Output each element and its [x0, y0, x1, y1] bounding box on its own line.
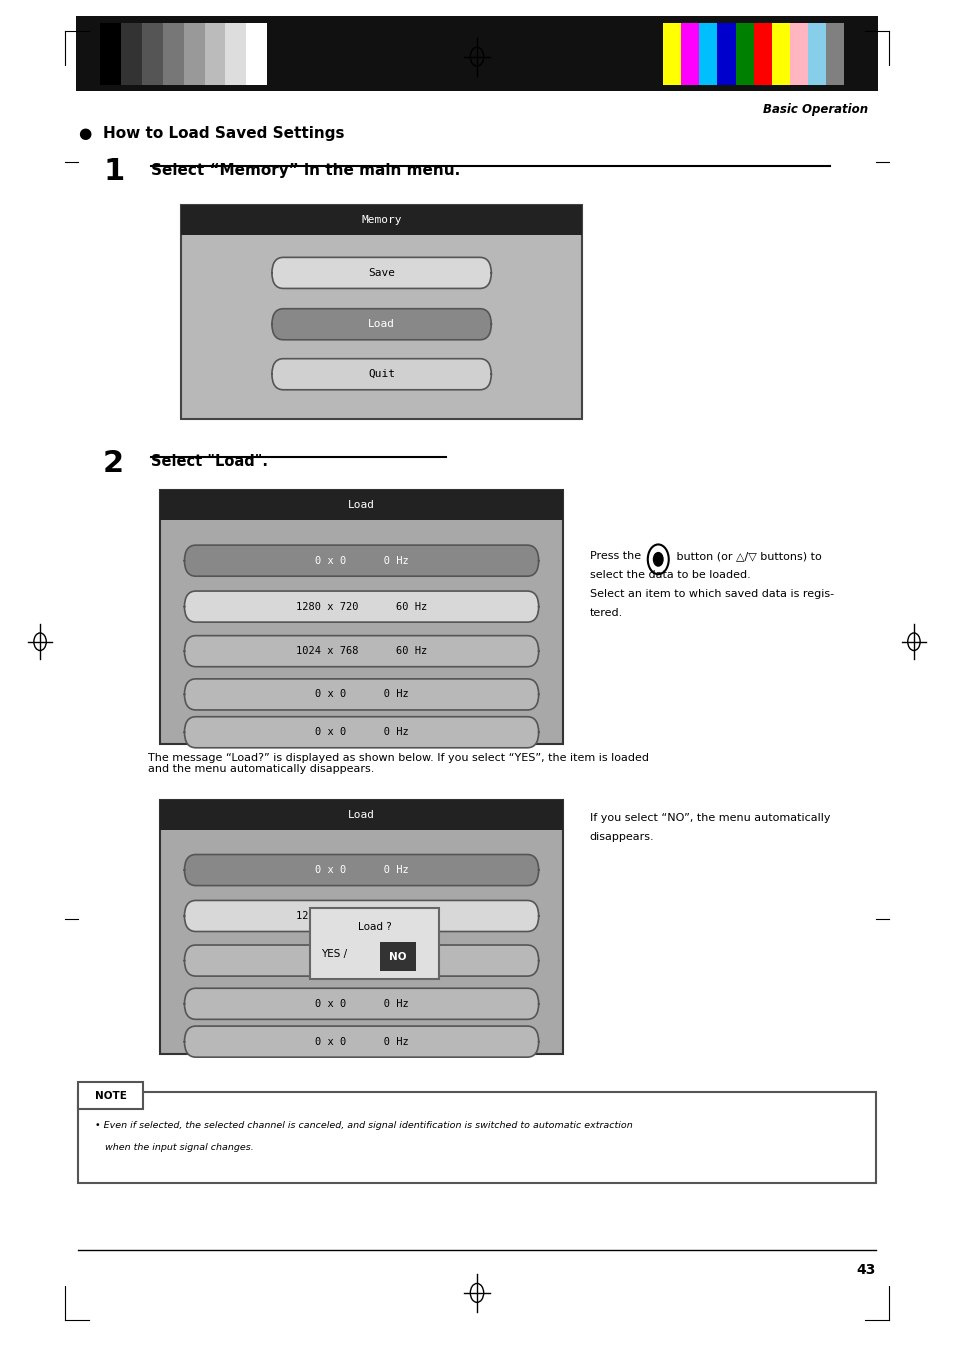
- Text: YES /: YES /: [321, 948, 351, 959]
- Circle shape: [653, 553, 662, 566]
- Bar: [76, 16, 877, 91]
- Text: Select “Memory” in the main menu.: Select “Memory” in the main menu.: [151, 163, 459, 178]
- Bar: [753, 23, 771, 85]
- Text: Save: Save: [368, 267, 395, 278]
- Text: 1280 x 720      60 Hz: 1280 x 720 60 Hz: [295, 911, 427, 921]
- Bar: [160, 800, 562, 830]
- Bar: [160, 800, 562, 1054]
- Bar: [142, 23, 163, 85]
- Text: Load ?: Load ?: [357, 921, 391, 932]
- FancyBboxPatch shape: [184, 544, 538, 576]
- Bar: [78, 1082, 143, 1109]
- Bar: [160, 490, 562, 520]
- Bar: [100, 23, 121, 85]
- FancyBboxPatch shape: [184, 1027, 538, 1056]
- Bar: [246, 23, 267, 85]
- FancyBboxPatch shape: [184, 716, 538, 748]
- Text: 1280 x 720      60 Hz: 1280 x 720 60 Hz: [295, 601, 427, 612]
- Bar: [163, 23, 183, 85]
- Text: NOTE: NOTE: [94, 1090, 127, 1101]
- Bar: [699, 23, 717, 85]
- Text: Basic Operation: Basic Operation: [762, 103, 867, 116]
- FancyBboxPatch shape: [184, 855, 538, 886]
- FancyBboxPatch shape: [184, 680, 538, 711]
- Text: • Even if selected, the selected channel is canceled, and signal identification : • Even if selected, the selected channel…: [95, 1121, 633, 1131]
- Text: NO: NO: [389, 951, 406, 962]
- Text: 0 x 0      0 Hz: 0 x 0 0 Hz: [314, 865, 408, 875]
- Text: Load: Load: [348, 500, 375, 511]
- Text: Press the: Press the: [589, 551, 643, 561]
- Bar: [310, 908, 438, 979]
- Bar: [662, 23, 680, 85]
- Text: 0 x 0      0 Hz: 0 x 0 0 Hz: [314, 998, 408, 1009]
- Bar: [160, 490, 562, 744]
- Bar: [204, 23, 225, 85]
- Text: 43: 43: [856, 1263, 875, 1277]
- Bar: [825, 23, 843, 85]
- Text: when the input signal changes.: when the input signal changes.: [105, 1143, 253, 1152]
- Text: tered.: tered.: [589, 608, 622, 617]
- Text: The message “Load?” is displayed as shown below. If you select “YES”, the item i: The message “Load?” is displayed as show…: [148, 753, 648, 774]
- Text: Load: Load: [348, 809, 375, 820]
- Bar: [181, 205, 581, 419]
- Text: 0 x 0      0 Hz: 0 x 0 0 Hz: [314, 727, 408, 738]
- Text: Select "Load".: Select "Load".: [151, 454, 268, 469]
- FancyBboxPatch shape: [184, 901, 538, 932]
- Text: select the data to be loaded.: select the data to be loaded.: [589, 570, 750, 580]
- Bar: [807, 23, 825, 85]
- Bar: [680, 23, 699, 85]
- Bar: [78, 1092, 875, 1183]
- FancyBboxPatch shape: [184, 946, 538, 975]
- Bar: [717, 23, 735, 85]
- Bar: [789, 23, 807, 85]
- Bar: [225, 23, 246, 85]
- Text: 1024 x 768: 1024 x 768: [312, 955, 411, 966]
- Text: button (or △/▽ buttons) to: button (or △/▽ buttons) to: [672, 551, 821, 561]
- FancyBboxPatch shape: [184, 989, 538, 1019]
- Text: disappears.: disappears.: [589, 832, 654, 842]
- Bar: [379, 942, 416, 971]
- Text: 2: 2: [103, 449, 124, 477]
- Bar: [735, 23, 753, 85]
- Text: ●: ●: [78, 126, 91, 141]
- FancyBboxPatch shape: [184, 590, 538, 621]
- Text: 0 x 0      0 Hz: 0 x 0 0 Hz: [314, 1036, 408, 1047]
- Text: How to Load Saved Settings: How to Load Saved Settings: [103, 126, 344, 141]
- FancyBboxPatch shape: [272, 358, 491, 390]
- FancyBboxPatch shape: [272, 308, 491, 339]
- FancyBboxPatch shape: [272, 258, 491, 289]
- Text: Quit: Quit: [368, 369, 395, 380]
- Text: 0 x 0      0 Hz: 0 x 0 0 Hz: [314, 689, 408, 700]
- Text: 1: 1: [103, 157, 124, 185]
- Text: Memory: Memory: [361, 215, 401, 226]
- Text: Load: Load: [368, 319, 395, 330]
- Bar: [771, 23, 789, 85]
- Text: 1024 x 768      60 Hz: 1024 x 768 60 Hz: [295, 646, 427, 657]
- Text: Select an item to which saved data is regis-: Select an item to which saved data is re…: [589, 589, 833, 598]
- Text: If you select “NO”, the menu automatically: If you select “NO”, the menu automatical…: [589, 813, 829, 823]
- Bar: [121, 23, 142, 85]
- Text: 0 x 0      0 Hz: 0 x 0 0 Hz: [314, 555, 408, 566]
- Bar: [183, 23, 204, 85]
- Bar: [181, 205, 581, 235]
- FancyBboxPatch shape: [184, 635, 538, 666]
